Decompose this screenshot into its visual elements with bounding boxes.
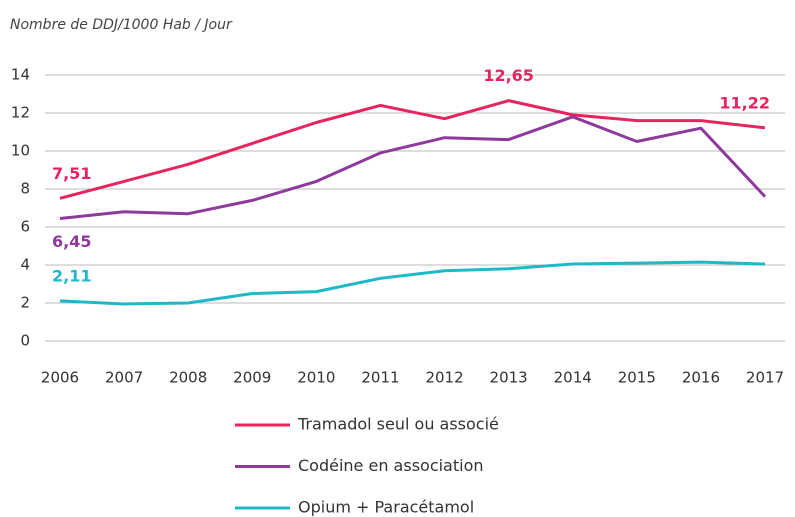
x-tick-label: 2016: [682, 369, 720, 387]
y-tick-label: 8: [20, 180, 30, 198]
x-tick-label: 2013: [490, 369, 528, 387]
y-tick-label: 12: [11, 104, 30, 122]
x-tick-label: 2011: [361, 369, 399, 387]
x-tick-label: 2010: [297, 369, 335, 387]
x-tick-label: 2014: [554, 369, 592, 387]
y-tick-label: 2: [20, 294, 30, 312]
series-line: [59, 99, 766, 200]
series-line: [59, 260, 766, 306]
x-tick-label: 2009: [233, 369, 271, 387]
legend-label: Opium + Paracétamol: [298, 498, 474, 517]
legend-label: Tramadol seul ou associé: [297, 415, 499, 434]
x-tick-label: 2006: [41, 369, 79, 387]
y-tick-label: 14: [11, 66, 30, 84]
y-axis-label: Nombre de DDJ/1000 Hab / Jour: [10, 17, 233, 33]
x-tick-label: 2007: [105, 369, 143, 387]
data-label: 6,45: [52, 232, 91, 251]
x-tick-label: 2015: [618, 369, 656, 387]
y-tick-label: 0: [20, 332, 30, 350]
x-tick-label: 2012: [425, 369, 463, 387]
data-label: 11,22: [719, 93, 770, 112]
x-tick-label: 2017: [746, 369, 784, 387]
legend-label: Codéine en association: [298, 456, 484, 475]
data-label: 7,51: [52, 164, 91, 183]
data-label: 12,65: [483, 66, 534, 85]
x-tick-label: 2008: [169, 369, 207, 387]
y-tick-label: 6: [20, 218, 30, 236]
y-tick-label: 10: [11, 142, 30, 160]
data-label: 2,11: [52, 266, 91, 285]
y-tick-label: 4: [20, 256, 30, 274]
series-line: [59, 115, 767, 220]
